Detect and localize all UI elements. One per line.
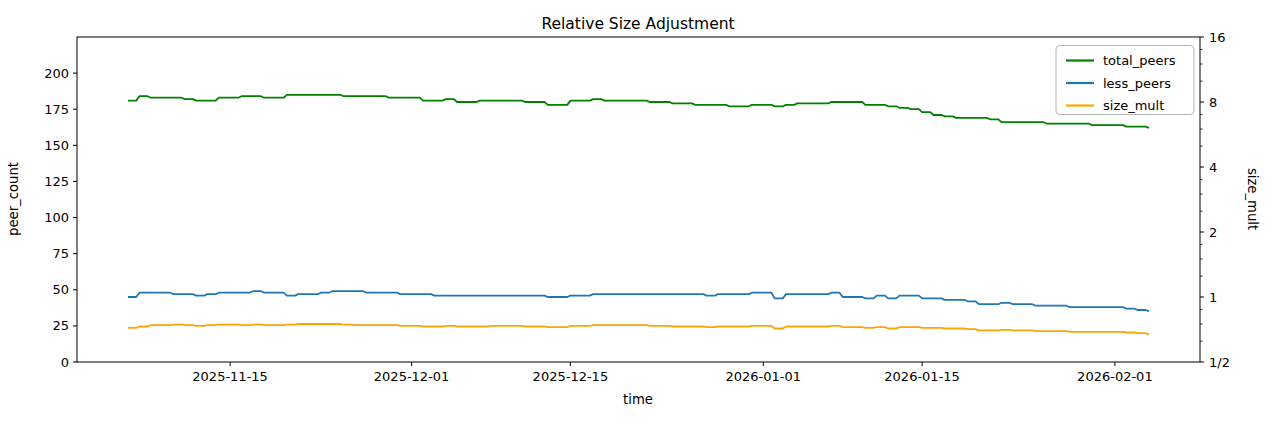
- line-chart: Relative Size Adjustment time peer_count…: [0, 0, 1272, 424]
- left-y-tick-label: 0: [61, 355, 69, 370]
- x-tick-label: 2026-02-01: [1077, 369, 1153, 384]
- legend: total_peers less_peers size_mult: [1056, 46, 1194, 115]
- series-line-size_mult: [128, 324, 1149, 335]
- x-tick-label: 2026-01-01: [726, 369, 802, 384]
- left-y-tick-label: 150: [44, 138, 69, 153]
- left-y-tick-label: 175: [44, 102, 69, 117]
- series-line-total_peers: [128, 95, 1149, 128]
- x-tick-label: 2026-01-15: [884, 369, 960, 384]
- right-y-tick-label: 1/2: [1209, 355, 1230, 370]
- legend-label-less-peers: less_peers: [1103, 76, 1171, 91]
- x-tick-label: 2025-11-15: [192, 369, 268, 384]
- left-y-tick-label: 125: [44, 174, 69, 189]
- x-tick-label: 2025-12-01: [374, 369, 450, 384]
- right-y-axis-label: size_mult: [1245, 168, 1260, 230]
- left-y-tick-label: 25: [52, 318, 69, 333]
- right-y-tick-label: 16: [1209, 30, 1226, 45]
- chart-title: Relative Size Adjustment: [541, 15, 734, 33]
- right-y-tick-label: 4: [1209, 160, 1217, 175]
- right-y-tick-label: 2: [1209, 225, 1217, 240]
- x-tick-label: 2025-12-15: [533, 369, 609, 384]
- left-y-tick-label: 50: [52, 282, 69, 297]
- left-y-tick-label: 100: [44, 210, 69, 225]
- left-y-tick-label: 200: [44, 66, 69, 81]
- left-y-axis-label: peer_count: [6, 162, 21, 236]
- right-y-tick-label: 8: [1209, 95, 1217, 110]
- right-y-tick-label: 1: [1209, 290, 1217, 305]
- left-y-tick-label: 75: [52, 246, 69, 261]
- legend-label-total-peers: total_peers: [1103, 53, 1176, 68]
- legend-label-size-mult: size_mult: [1103, 98, 1164, 113]
- series-line-less_peers: [128, 291, 1149, 311]
- figure: Relative Size Adjustment time peer_count…: [0, 0, 1272, 424]
- series-lines: [128, 95, 1149, 335]
- x-axis-label: time: [623, 392, 653, 407]
- plot-border: [77, 37, 1200, 362]
